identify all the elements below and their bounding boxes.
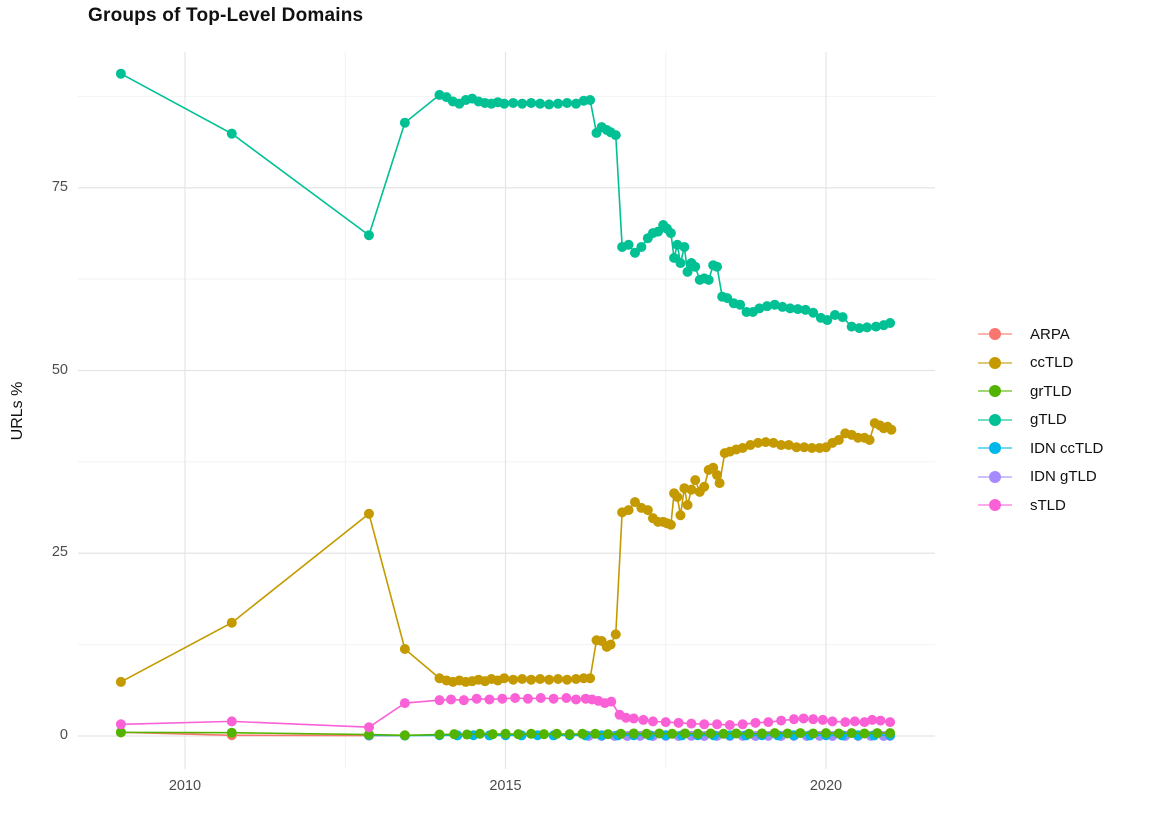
legend-key-swatch (978, 491, 1014, 519)
legend-label: ARPA (1030, 325, 1070, 343)
legend-item-idn-gtld: IDN gTLD (978, 463, 1103, 492)
x-tick-label-2020: 2020 (809, 778, 843, 794)
legend-label: sTLD (1030, 496, 1066, 514)
legend-dot-icon (989, 413, 1001, 426)
legend-label: IDN ccTLD (1030, 439, 1104, 457)
legend-key-swatch (978, 320, 1014, 348)
legend-key-swatch (978, 377, 1014, 405)
x-tick-label-2015: 2015 (489, 778, 522, 794)
legend-key-swatch (978, 434, 1014, 462)
legend-key-swatch (978, 463, 1014, 491)
legend-dot-icon (989, 470, 1001, 483)
legend-dot-icon (989, 499, 1001, 512)
legend-label: IDN gTLD (1030, 468, 1097, 486)
legend-dot-icon (989, 385, 1001, 398)
legend-dot-icon (989, 356, 1001, 369)
legend-item-stld: sTLD (978, 491, 1103, 520)
legend-dot-icon (989, 442, 1001, 455)
y-tick-label-50: 50 (51, 361, 68, 378)
legend-item-gtld: gTLD (978, 406, 1103, 435)
legend-label: grTLD (1030, 382, 1072, 400)
legend-label: ccTLD (1030, 354, 1074, 372)
legend-key-swatch (978, 349, 1014, 377)
chart-title: Groups of Top-Level Domains (88, 5, 364, 26)
legend-item-idn-cctld: IDN ccTLD (978, 434, 1103, 463)
y-tick-label-25: 25 (51, 544, 68, 561)
legend-key-swatch (978, 406, 1014, 434)
legend-label: gTLD (1030, 411, 1067, 429)
legend-dot-icon (989, 328, 1001, 341)
legend-item-cctld: ccTLD (978, 349, 1103, 378)
legend-item-grtld: grTLD (978, 377, 1103, 406)
x-tick-label-2010: 2010 (168, 778, 202, 794)
legend-item-arpa: ARPA (978, 320, 1103, 349)
y-tick-label-0: 0 (59, 727, 68, 743)
y-tick-label-75: 75 (51, 178, 68, 195)
legend: ARPA ccTLD grTLD gTLD IDN ccTLD IDN gTLD… (978, 320, 1103, 520)
